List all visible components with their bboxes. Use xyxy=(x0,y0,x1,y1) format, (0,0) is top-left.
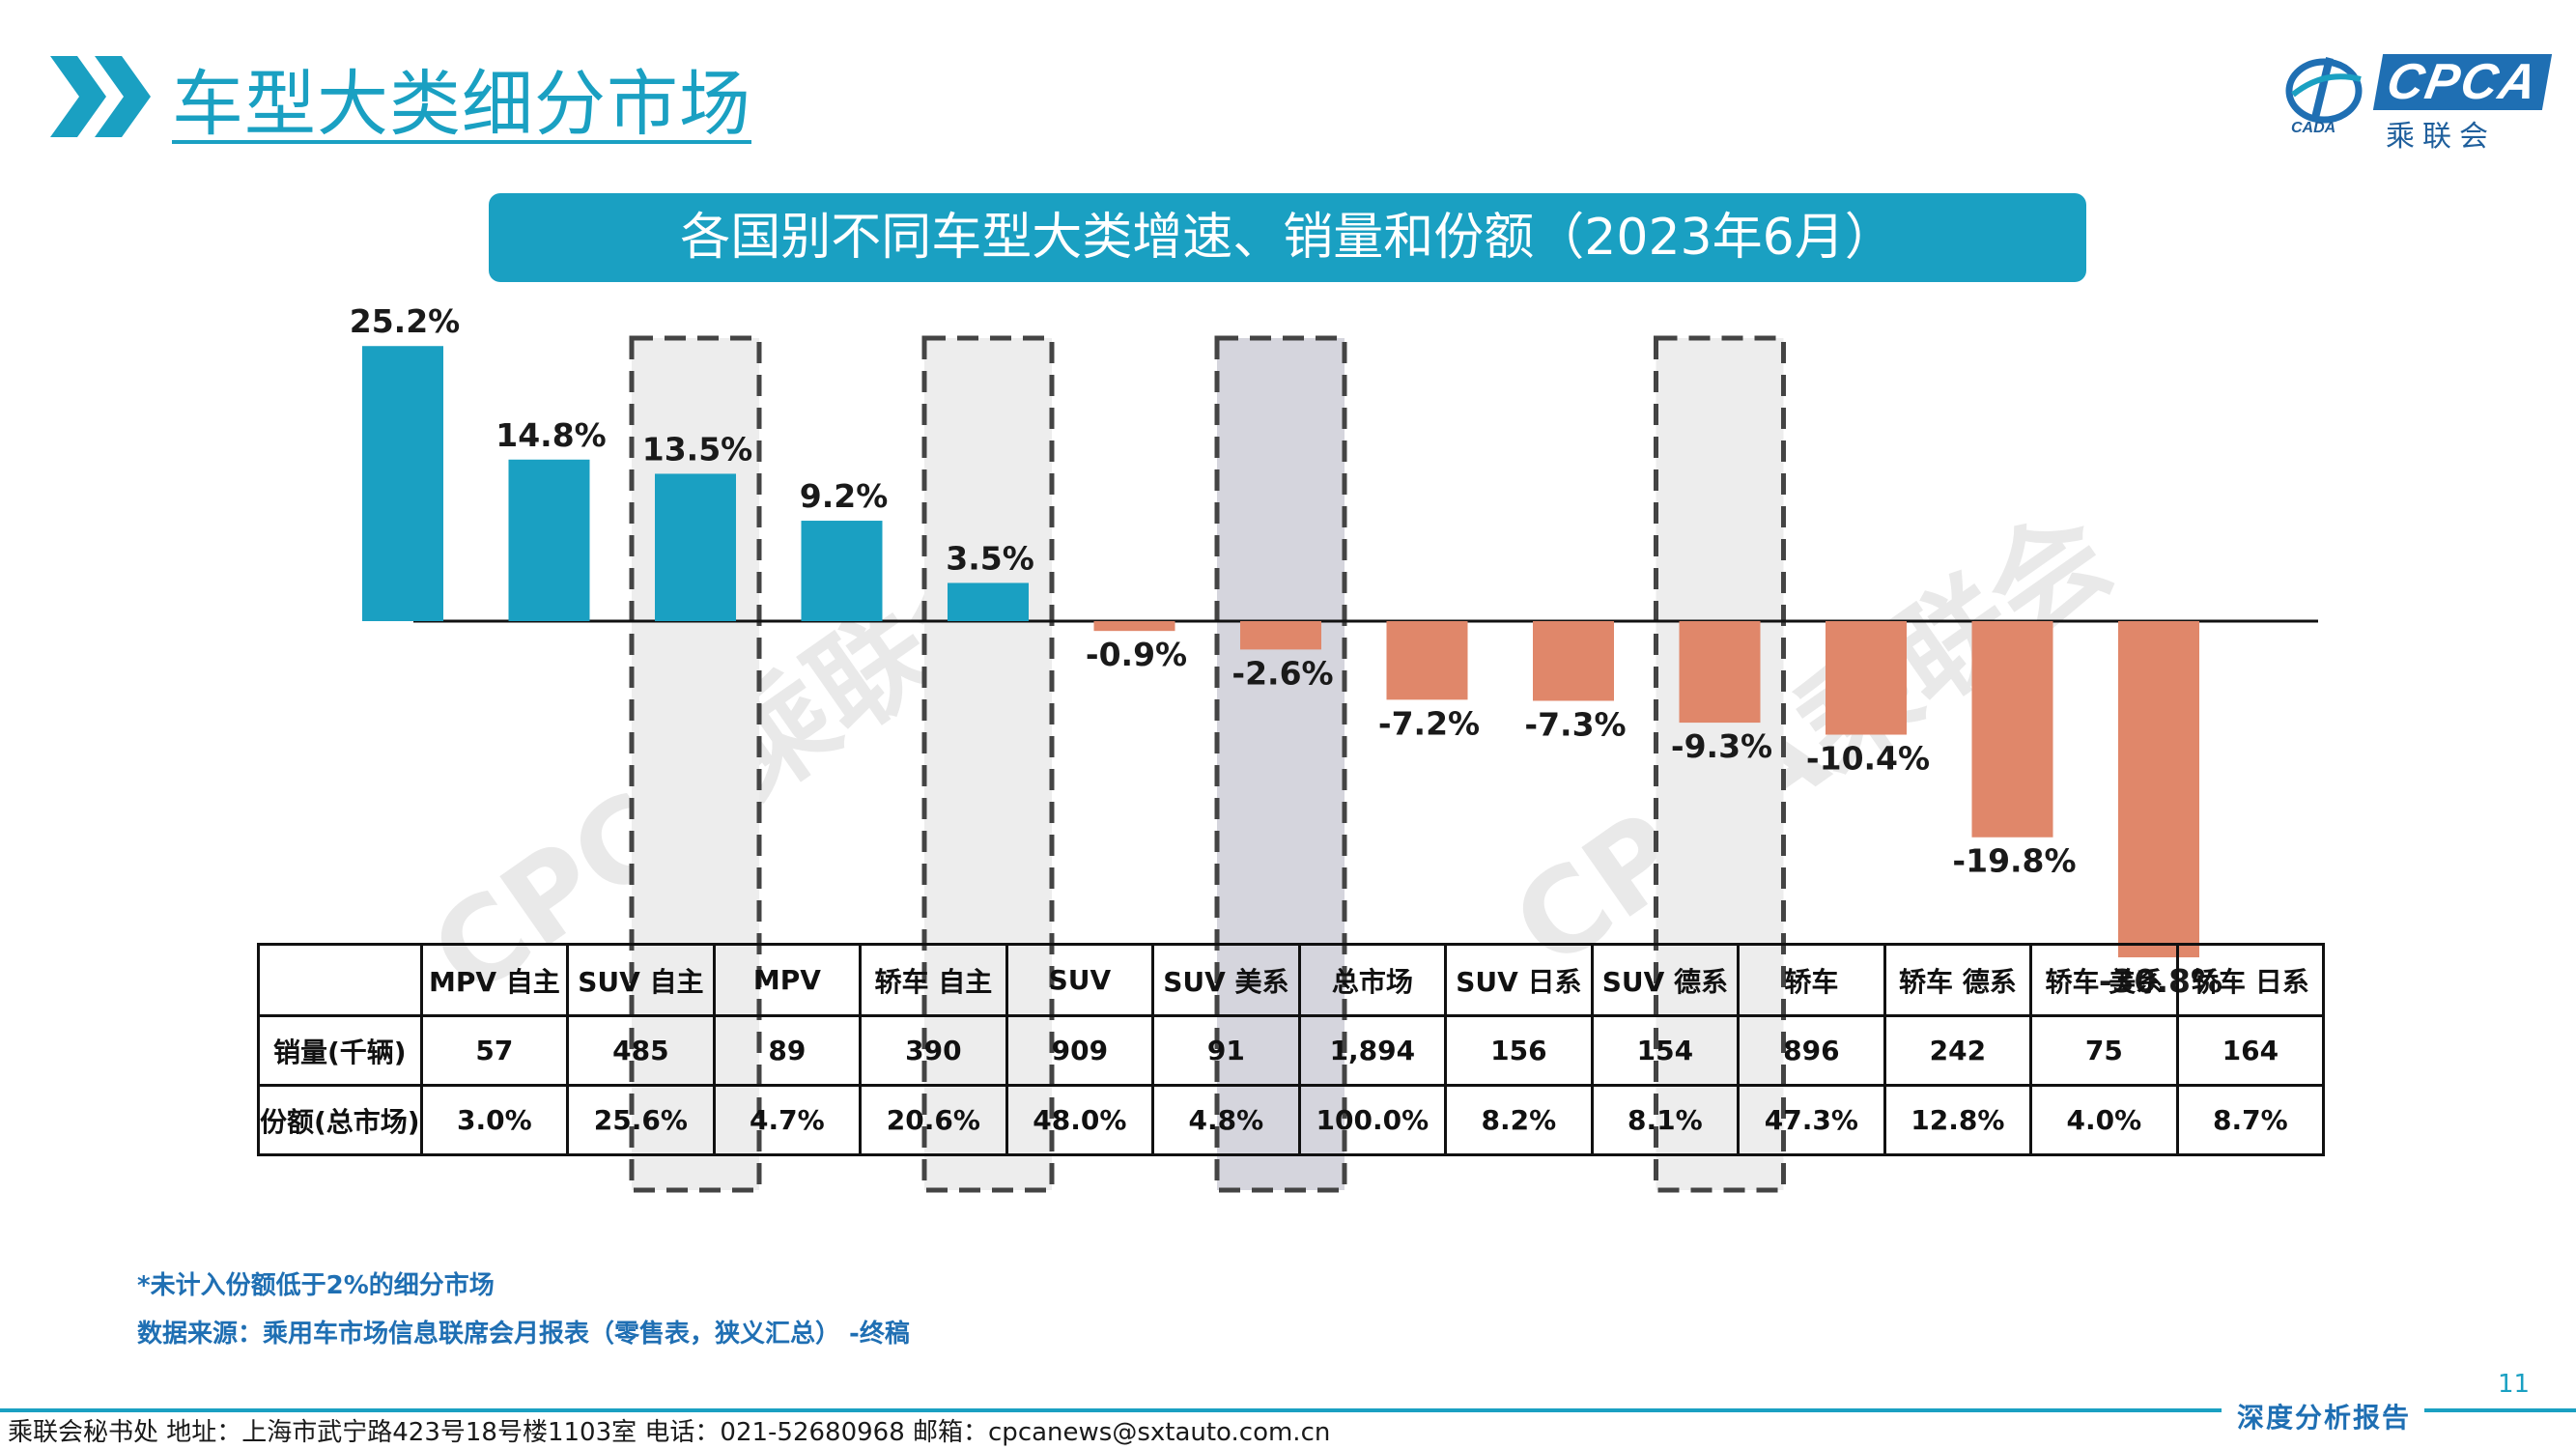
table-header-cell: SUV 日系 xyxy=(1444,943,1594,1017)
table-corner-cell xyxy=(257,943,423,1017)
cpca-logo-icon xyxy=(2285,57,2363,124)
bar xyxy=(1386,621,1468,700)
table-cell: 100.0% xyxy=(1297,1084,1448,1156)
bar-value-label: 3.5% xyxy=(946,539,1034,577)
table-header-cell: SUV xyxy=(1005,943,1155,1017)
bar xyxy=(1826,621,1907,735)
table-header-cell: 轿车 日系 xyxy=(2175,943,2326,1017)
table-cell: 909 xyxy=(1005,1014,1155,1087)
table-cell: 8.7% xyxy=(2175,1084,2326,1156)
bar-value-label: 9.2% xyxy=(800,477,889,515)
table-cell: 156 xyxy=(1444,1014,1594,1087)
table-header-cell: 轿车 德系 xyxy=(1882,943,2033,1017)
footnote-source: 数据来源：乘用车市场信息联席会月报表（零售表，狭义汇总） -终稿 xyxy=(137,1320,910,1349)
bar-value-label: -2.6% xyxy=(1231,654,1333,692)
bar xyxy=(801,521,883,621)
bar xyxy=(1240,621,1321,650)
bar xyxy=(362,346,443,621)
table-cell: 1,894 xyxy=(1297,1014,1448,1087)
table-row: 销量(千辆) 57 485 89 390 909 91 1,894 156 154 896 242 75… xyxy=(257,1014,2326,1087)
table-header-cell: 轿车 自主 xyxy=(859,943,1008,1017)
chart-banner-title: 各国别不同车型大类增速、销量和份额（2023年6月） xyxy=(489,193,2086,282)
page-number: 11 xyxy=(2498,1370,2531,1399)
table-cell: 47.3% xyxy=(1737,1084,1886,1156)
footer-divider-right xyxy=(2424,1408,2576,1412)
table-cell: 164 xyxy=(2175,1014,2326,1087)
footer-contact: 乘联会秘书处 地址：上海市武宁路423号18号楼1103室 电话：021-526… xyxy=(8,1418,1331,1447)
table-row: 份额(总市场) 3.0% 25.6% 4.7% 20.6% 48.0% 4.8% 100.0%… xyxy=(257,1084,2326,1156)
bar xyxy=(1093,621,1175,632)
table-cell: 48.0% xyxy=(1005,1084,1155,1156)
table-cell: 242 xyxy=(1882,1014,2033,1087)
stray-zero-label: 0 xyxy=(1056,746,1080,790)
table-cell: 896 xyxy=(1737,1014,1886,1087)
bar-value-label: -19.8% xyxy=(1952,842,2076,880)
table-cell: 57 xyxy=(419,1014,570,1087)
table-row-label: 销量(千辆) xyxy=(257,1014,423,1087)
table-cell: 25.6% xyxy=(566,1084,716,1156)
table-header-cell: SUV 德系 xyxy=(1590,943,1741,1017)
table-cell: 89 xyxy=(712,1014,863,1087)
bar-value-label: 13.5% xyxy=(642,430,753,468)
bar-value-label: -7.3% xyxy=(1524,705,1626,743)
table-cell: 4.0% xyxy=(2029,1084,2179,1156)
title-chevron-icon xyxy=(50,56,151,137)
table-cell: 154 xyxy=(1590,1014,1741,1087)
bar-value-label: -0.9% xyxy=(1086,636,1187,673)
table-cell: 12.8% xyxy=(1882,1084,2033,1156)
table-row-label: 份额(总市场) xyxy=(257,1084,423,1156)
bar xyxy=(948,582,1029,621)
table-cell: 20.6% xyxy=(859,1084,1008,1156)
logo-subtitle: 乘联会 xyxy=(2386,120,2496,154)
footnote-exclusion: *未计入份额低于2%的细分市场 xyxy=(137,1271,495,1300)
footer-report-tag: 深度分析报告 xyxy=(2237,1402,2412,1434)
bar-value-label: -10.4% xyxy=(1806,740,1930,778)
table-header-cell: SUV 自主 xyxy=(566,943,716,1017)
bar-value-label: -7.2% xyxy=(1378,704,1480,742)
table-cell: 75 xyxy=(2029,1014,2179,1087)
page-title: 车型大类细分市场 xyxy=(172,63,751,146)
bar xyxy=(655,473,736,621)
bar-value-label: 14.8% xyxy=(495,416,607,454)
table-cell: 8.2% xyxy=(1444,1084,1594,1156)
bar xyxy=(508,459,590,621)
table-cell: 8.1% xyxy=(1590,1084,1741,1156)
table-cell: 4.8% xyxy=(1151,1084,1301,1156)
table-cell: 390 xyxy=(859,1014,1008,1087)
table-cell: 91 xyxy=(1151,1014,1301,1087)
table-header-cell: SUV 美系 xyxy=(1151,943,1301,1017)
watermark-text: CPCA乘联会 xyxy=(1490,487,2135,994)
logo-text: CPCA xyxy=(2372,54,2553,110)
table-header-cell: MPV xyxy=(712,943,863,1017)
footer-divider xyxy=(0,1408,2222,1412)
bar-value-label: 25.2% xyxy=(350,302,461,340)
bar xyxy=(1679,621,1761,724)
bar-value-label: -9.3% xyxy=(1671,727,1772,765)
data-table: MPV 自主 SUV 自主 MPV 轿车 自主 SUV SUV 美系 总市场 SUV 日系 SU… xyxy=(257,943,2326,1156)
logo-small-text: CADA xyxy=(2291,120,2336,136)
table-cell: 4.7% xyxy=(712,1084,863,1156)
bar xyxy=(1533,621,1614,701)
table-header-cell: MPV 自主 xyxy=(419,943,570,1017)
table-cell: 485 xyxy=(566,1014,716,1087)
table-header-cell: 轿车 美系 xyxy=(2029,943,2179,1017)
table-header-cell: 总市场 xyxy=(1297,943,1448,1017)
table-cell: 3.0% xyxy=(419,1084,570,1156)
bar xyxy=(1971,621,2053,838)
table-header-cell: 轿车 xyxy=(1737,943,1886,1017)
bar xyxy=(2118,621,2199,958)
